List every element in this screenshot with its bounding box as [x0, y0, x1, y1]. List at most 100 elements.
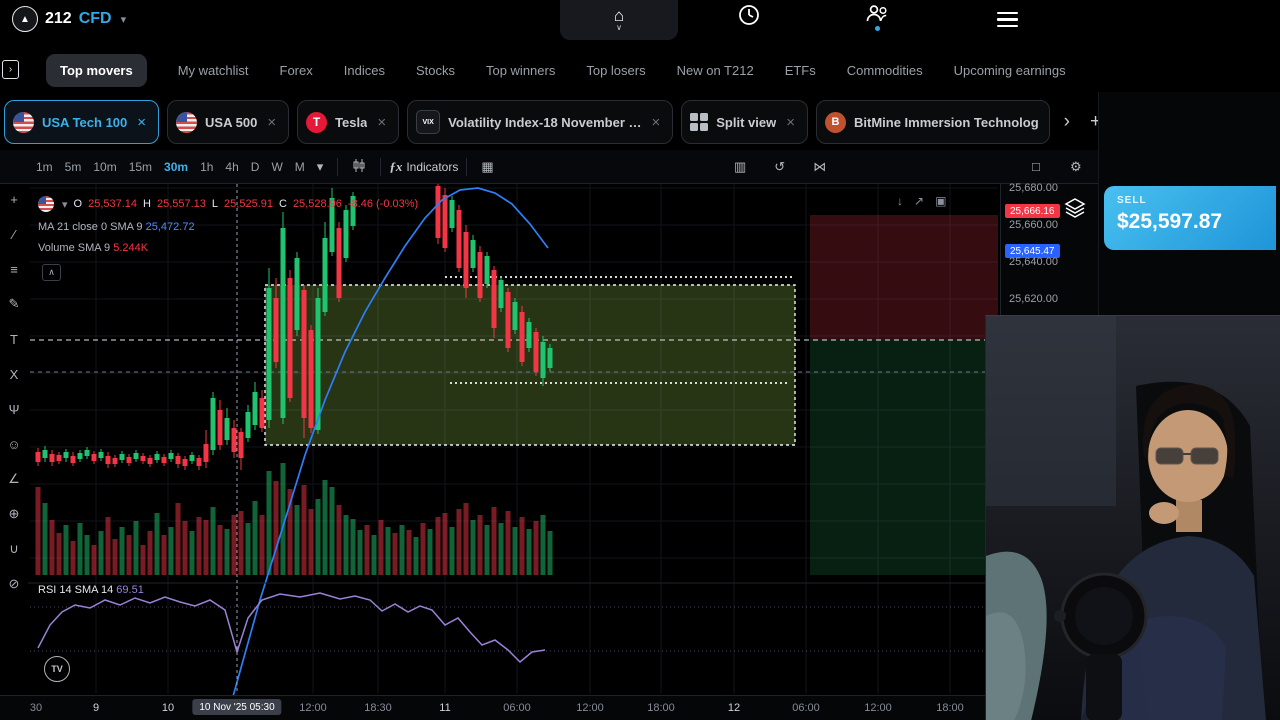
- tab-volatility-index[interactable]: VIX Volatility Index-18 November … ×: [407, 100, 674, 144]
- timeframe-5m[interactable]: 5m: [64, 159, 82, 174]
- close-icon[interactable]: ×: [377, 113, 387, 131]
- close-icon[interactable]: ×: [651, 113, 661, 131]
- timeframe-dropdown-icon[interactable]: ▾: [316, 158, 324, 174]
- tab-bitmine[interactable]: B BitMine Immersion Technolog: [816, 100, 1050, 144]
- us-flag-icon: [176, 111, 198, 133]
- menu-icon[interactable]: [997, 8, 1018, 31]
- delete-tool-icon[interactable]: ⊘: [8, 576, 20, 591]
- us-flag-icon: [13, 111, 34, 133]
- sell-button[interactable]: SELL $25,597.87: [1104, 186, 1276, 250]
- time-tick: 12:00: [864, 702, 892, 714]
- volume-value: 5.244K: [113, 242, 149, 254]
- tab-usa-tech-100[interactable]: USA Tech 100 ×: [4, 100, 160, 144]
- emoji-tool-icon[interactable]: ☺: [7, 436, 21, 452]
- tabs-scroll-right-icon[interactable]: ›: [1063, 111, 1070, 132]
- fx-icon[interactable]: ƒx: [389, 158, 403, 174]
- projection-tool-icon[interactable]: Ψ: [8, 401, 20, 417]
- tab-label: Tesla: [335, 114, 368, 130]
- time-tick: 10: [161, 702, 175, 714]
- volume-legend: Volume SMA 9 5.244K: [38, 242, 148, 254]
- text-tool-icon[interactable]: T: [10, 331, 18, 347]
- crosshair-tool-icon[interactable]: +: [10, 191, 18, 207]
- close-icon[interactable]: ×: [137, 113, 147, 131]
- tab-label: Split view: [716, 114, 777, 130]
- rsi-legend: RSI 14 SMA 14 69.51: [38, 584, 144, 596]
- price-tick: 25,660.00: [1009, 219, 1058, 231]
- timeframe-1m[interactable]: 1m: [36, 159, 53, 174]
- nav-etfs[interactable]: ETFs: [784, 62, 816, 78]
- panel-expand-icon[interactable]: ›: [2, 60, 19, 79]
- columns-icon[interactable]: ▥: [734, 158, 747, 174]
- nav-my-watchlist[interactable]: My watchlist: [177, 62, 249, 78]
- price-tick: 25,640.00: [1009, 256, 1058, 268]
- timeframe-w[interactable]: W: [271, 159, 283, 174]
- time-tick: 06:00: [503, 702, 531, 714]
- fib-tool-icon[interactable]: ≡: [10, 261, 18, 277]
- nav-top-winners[interactable]: Top winners: [485, 62, 556, 78]
- tab-split-view[interactable]: Split view ×: [681, 100, 808, 144]
- timeframe-15m[interactable]: 15m: [128, 159, 153, 174]
- nav-commodities[interactable]: Commodities: [846, 62, 923, 78]
- add-tab-button[interactable]: +: [1090, 111, 1102, 132]
- screenshot-icon[interactable]: ▣: [935, 194, 947, 208]
- brush-tool-icon[interactable]: ✎: [8, 296, 20, 311]
- time-tick: 06:00: [792, 702, 820, 714]
- price-tick: 25,680.00: [1009, 182, 1058, 194]
- open-label: O: [73, 198, 83, 210]
- maximize-icon[interactable]: ↗: [914, 194, 925, 208]
- time-axis[interactable]: 30 9 10 10 Nov '25 05:30 12:00 18:30 11 …: [28, 695, 1000, 720]
- nav-top-losers[interactable]: Top losers: [586, 62, 646, 78]
- zoom-tool-icon[interactable]: ⊕: [8, 506, 20, 521]
- pane-collapse-button[interactable]: ∧: [42, 264, 61, 281]
- top-bar: ▲ 212 CFD ▾ ⌂ ∨: [0, 0, 1280, 42]
- price-chart[interactable]: [28, 184, 1000, 695]
- chart-area[interactable]: ▾ O 25,537.14 H 25,557.13 L 25,525.91 C 25,5…: [28, 184, 1000, 695]
- tab-label: Volatility Index-18 November …: [448, 114, 642, 130]
- bar-replay-icon[interactable]: ↺: [774, 158, 786, 174]
- timeframe-30m[interactable]: 30m: [164, 159, 189, 174]
- webcam-scene: [986, 316, 1280, 720]
- time-tick: 18:00: [936, 702, 964, 714]
- chevron-down-icon[interactable]: ▾: [62, 198, 68, 211]
- home-icon: ⌂: [613, 6, 625, 25]
- settings-gear-icon[interactable]: ⚙: [1070, 158, 1082, 174]
- tesla-icon: T: [306, 111, 328, 133]
- timeframe-4h[interactable]: 4h: [225, 159, 239, 174]
- wall: [986, 316, 1116, 506]
- indicators-button[interactable]: Indicators: [406, 159, 459, 174]
- high-value: 25,557.13: [156, 198, 206, 210]
- layers-icon[interactable]: [1064, 197, 1086, 224]
- close-icon[interactable]: ×: [786, 113, 795, 131]
- pattern-tool-icon[interactable]: X: [9, 366, 19, 382]
- fullscreen-icon[interactable]: □: [1032, 159, 1040, 174]
- brand-logo[interactable]: ▲ 212 CFD ▾: [12, 6, 126, 32]
- chevron-down-icon: ∨: [616, 23, 622, 32]
- activity-clock-icon[interactable]: [737, 3, 761, 32]
- nav-top-movers[interactable]: Top movers: [46, 53, 147, 87]
- magnet-tool-icon[interactable]: ∪: [9, 541, 19, 556]
- measure-tool-icon[interactable]: ∠: [8, 471, 20, 486]
- timeframe-10m[interactable]: 10m: [93, 159, 117, 174]
- tab-usa-500[interactable]: USA 500 ×: [167, 100, 290, 144]
- home-button[interactable]: ⌂ ∨: [560, 0, 678, 40]
- community-icon[interactable]: [864, 4, 890, 31]
- nav-upcoming-earnings[interactable]: Upcoming earnings: [953, 62, 1066, 78]
- scroll-to-recent-icon[interactable]: ↓: [897, 194, 903, 208]
- timeframe-m[interactable]: M: [294, 159, 305, 174]
- timeframe-1h[interactable]: 1h: [200, 159, 214, 174]
- time-tick: 18:00: [647, 702, 675, 714]
- nav-stocks[interactable]: Stocks: [415, 62, 455, 78]
- timeframe-d[interactable]: D: [250, 159, 260, 174]
- trendline-tool-icon[interactable]: ∕: [12, 226, 16, 242]
- glasses: [1155, 447, 1184, 465]
- tradingview-logo[interactable]: TV: [44, 656, 70, 682]
- tab-tesla[interactable]: T Tesla ×: [297, 100, 400, 144]
- close-icon[interactable]: ×: [267, 113, 277, 131]
- nav-indices[interactable]: Indices: [343, 62, 385, 78]
- nav-new-on-t212[interactable]: New on T212: [676, 62, 754, 78]
- chart-type-icon[interactable]: [346, 158, 372, 176]
- webcam-overlay: [985, 315, 1280, 720]
- compare-icon[interactable]: ⋈: [813, 158, 827, 174]
- nav-forex[interactable]: Forex: [279, 62, 313, 78]
- layout-grid-icon[interactable]: ▦: [481, 158, 494, 174]
